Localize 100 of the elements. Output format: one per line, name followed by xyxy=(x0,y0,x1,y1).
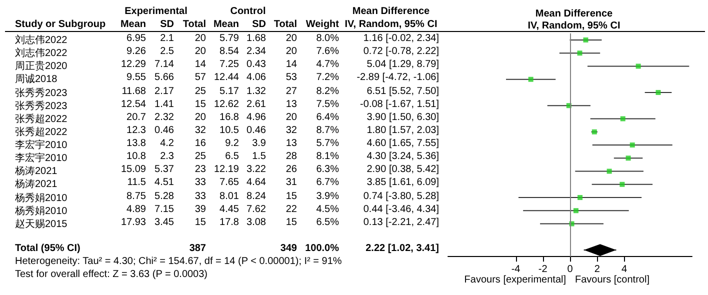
x-tick-label: 2 xyxy=(594,264,600,276)
data-label: 0.72 [-0.78, 2.22] xyxy=(363,46,439,58)
category-label: 周正贵2020 xyxy=(15,60,68,74)
data-label: 7.6% xyxy=(316,46,339,58)
data-label: 14 xyxy=(286,59,297,70)
category-label: 杨涛2021 xyxy=(15,178,58,192)
data-label: 6.51 [5.52, 7.50] xyxy=(366,86,439,96)
data-label: 20 xyxy=(194,112,206,123)
data-label: 15 xyxy=(194,98,206,110)
data-label: 2.22 [1.02, 3.41] xyxy=(366,243,439,254)
point xyxy=(578,195,583,200)
data-label: 13 xyxy=(286,138,297,149)
category-label: 刘志伟2022 xyxy=(15,34,68,47)
data-label: 15.09 xyxy=(120,164,146,176)
data-label: 4.2 xyxy=(160,138,174,149)
text: Mean Difference IV, Random, 95% CI xyxy=(344,5,438,31)
data-label: 4.64 xyxy=(246,177,266,188)
category-label: 张秀秀2023 xyxy=(15,86,68,100)
point xyxy=(606,168,612,174)
data-label: 8.1% xyxy=(316,151,339,162)
data-label: 0.46 xyxy=(154,124,174,136)
data-label: 6.5% xyxy=(316,216,339,228)
data-label: 2.3 xyxy=(160,151,174,162)
data-label: 5.79 xyxy=(220,33,239,44)
data-label: 5.17 xyxy=(220,86,239,96)
chart-title: Mean Difference xyxy=(535,8,614,20)
data-label: 8.7% xyxy=(316,124,339,136)
data-label: 53 xyxy=(286,72,297,84)
data-label: 7.62 xyxy=(246,204,266,215)
text: Favours [experimental] xyxy=(464,274,566,286)
data-label: 3.08 xyxy=(246,216,266,228)
data-label: 5.28 xyxy=(154,190,174,202)
data-label: 8.24 xyxy=(246,190,266,202)
data-label: 6.7% xyxy=(316,177,339,188)
data-label: 7.2% xyxy=(316,72,339,84)
data-label: 2.32 xyxy=(154,112,174,123)
text: SD xyxy=(252,18,266,31)
text: Mean xyxy=(213,18,239,31)
category-label: 李宏宇2010 xyxy=(15,152,68,166)
data-label: 3.22 xyxy=(246,164,266,176)
data-label: 13.8 xyxy=(126,138,146,149)
data-label: 8.75 xyxy=(126,190,146,202)
data-label: 2.34 xyxy=(246,46,266,58)
data-label: 8.54 xyxy=(220,46,239,58)
data-label: 12.19 xyxy=(214,164,239,176)
point xyxy=(583,37,588,42)
data-label: -2.89 [-4.72, -1.06] xyxy=(356,72,439,84)
data-label: 4.89 xyxy=(126,204,146,215)
data-label: 387 xyxy=(189,243,206,254)
data-label: 4.30 [3.24, 5.36] xyxy=(366,151,439,162)
data-label: 28 xyxy=(286,151,297,162)
category-label: 周诚2018 xyxy=(15,72,58,86)
data-label: 5.7% xyxy=(316,138,339,149)
point xyxy=(573,208,578,214)
category-label: 杨秀娟2010 xyxy=(15,204,68,218)
data-label: 9.2 xyxy=(225,138,239,149)
data-label: 0.13 [-2.21, 2.47] xyxy=(363,216,439,228)
category-label: 张秀超2022 xyxy=(15,112,68,126)
text: Total xyxy=(182,18,206,31)
data-label: 10.8 xyxy=(126,151,146,162)
chart-subtitle: IV, Random, 95% CI xyxy=(528,20,620,32)
data-label: 12.62 xyxy=(214,98,239,110)
data-label: 22 xyxy=(286,204,297,215)
data-label: 13 xyxy=(286,98,297,110)
data-label: 4.45 xyxy=(220,204,239,215)
text: Control xyxy=(229,6,267,17)
data-label: 15 xyxy=(286,190,297,202)
data-label: 1.5 xyxy=(252,151,266,162)
point xyxy=(636,64,641,69)
data-label: 4.5% xyxy=(316,204,339,215)
data-label: 2.5 xyxy=(160,46,174,58)
data-label: 20 xyxy=(286,112,297,123)
point xyxy=(626,156,631,161)
data-label: 12.44 xyxy=(214,72,239,84)
category-label: 张秀秀2023 xyxy=(15,100,68,113)
data-label: 2.17 xyxy=(154,86,174,96)
data-label: 6.3% xyxy=(316,164,339,176)
point xyxy=(620,116,626,122)
data-label: 3.9 xyxy=(252,138,266,149)
data-label: 4.06 xyxy=(246,72,266,84)
data-label: 20 xyxy=(194,33,206,44)
x-tick-label: -2 xyxy=(538,264,548,276)
data-label: 6.95 xyxy=(126,33,146,44)
data-label: 11.68 xyxy=(122,86,146,96)
data-label: -0.08 [-1.67, 1.51] xyxy=(360,98,439,110)
data-label: 20.7 xyxy=(126,112,146,123)
data-label: 8.01 xyxy=(220,190,239,202)
data-label: 12.54 xyxy=(120,98,146,110)
text: Mean xyxy=(120,18,146,31)
x-tick-label: -4 xyxy=(511,264,521,276)
data-label: 9.26 xyxy=(126,46,146,58)
data-label: 3.90 [1.50, 6.30] xyxy=(366,112,439,123)
data-label: 1.80 [1.57, 2.03] xyxy=(366,124,439,136)
data-label: 7.25 xyxy=(220,59,239,70)
data-label: 8.0% xyxy=(316,33,339,44)
data-label: 26 xyxy=(286,164,297,176)
point xyxy=(630,142,635,148)
data-label: 20 xyxy=(286,46,297,58)
data-label: 11.5 xyxy=(127,177,146,188)
data-label: 17.8 xyxy=(220,216,239,228)
